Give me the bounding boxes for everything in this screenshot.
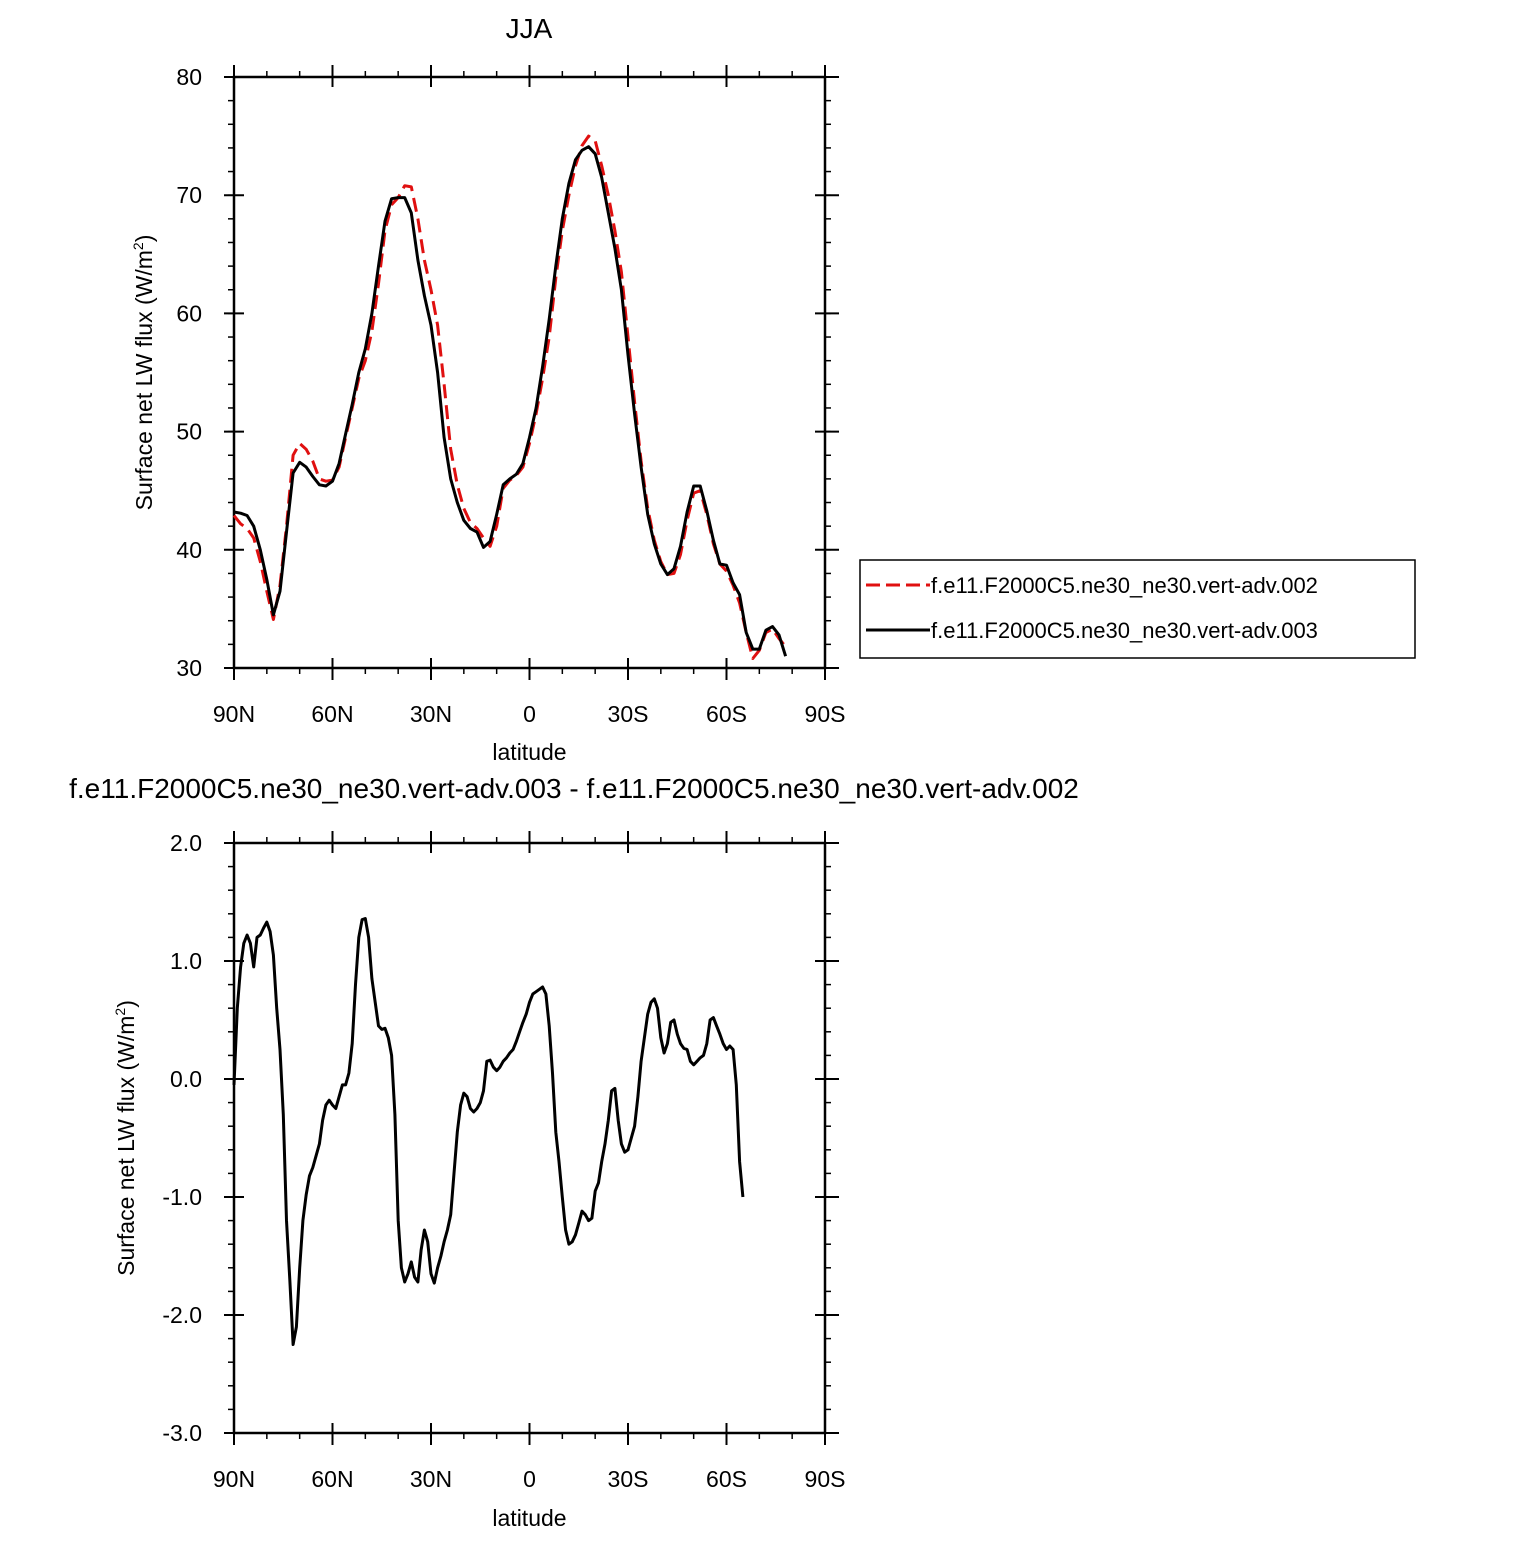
y-tick-label: 2.0 <box>170 830 202 856</box>
x-tick-label: 30S <box>608 1466 649 1492</box>
x-tick-label: 90N <box>213 701 255 727</box>
y-tick-label: 80 <box>176 64 202 90</box>
y-tick-label: -1.0 <box>162 1184 202 1210</box>
legend: f.e11.F2000C5.ne30_ne30.vert-adv.002 f.e1… <box>859 559 1416 659</box>
x-axis-label: latitude <box>492 739 566 765</box>
x-tick-label: 30S <box>608 701 649 727</box>
chart-title: f.e11.F2000C5.ne30_ne30.vert-adv.003 - f… <box>69 773 1079 804</box>
x-tick-label: 90S <box>805 701 846 727</box>
y-tick-label: -3.0 <box>162 1420 202 1446</box>
x-tick-label: 0 <box>523 701 536 727</box>
legend-box <box>859 559 1416 659</box>
y-tick-label: 60 <box>176 300 202 326</box>
legend-entry: f.e11.F2000C5.ne30_ne30.vert-adv.003 <box>931 618 1318 643</box>
x-axis-label: latitude <box>492 1505 566 1531</box>
top-panel: JJA 30 40 50 60 70 80 90N 60N 30N 0 30S 60S 90S latitu… <box>130 13 845 765</box>
y-tick-label: -2.0 <box>162 1302 202 1328</box>
series-line-1 <box>232 917 745 1346</box>
x-tick-label: 30N <box>410 1466 452 1492</box>
chart-title: JJA <box>506 13 553 44</box>
y-tick-label: 30 <box>176 655 202 681</box>
x-tick-label: 60N <box>311 701 353 727</box>
x-tick-label: 90S <box>805 1466 846 1492</box>
plot-frame <box>232 841 827 1435</box>
y-tick-label: 50 <box>176 419 202 445</box>
y-tick-label: 0.0 <box>170 1066 202 1092</box>
bottom-panel: f.e11.F2000C5.ne30_ne30.vert-adv.003 - f… <box>69 773 1079 1531</box>
legend-entry: f.e11.F2000C5.ne30_ne30.vert-adv.002 <box>931 573 1318 598</box>
plot-frame <box>232 75 827 670</box>
x-tick-label: 60S <box>706 1466 747 1492</box>
y-tick-label: 40 <box>176 537 202 563</box>
x-tick-label: 90N <box>213 1466 255 1492</box>
series-line-2 <box>233 145 788 657</box>
y-tick-label: 70 <box>176 182 202 208</box>
y-axis-label: Surface net LW flux (W/m2) <box>130 235 157 511</box>
y-tick-label: 1.0 <box>170 948 202 974</box>
x-tick-label: 0 <box>523 1466 536 1492</box>
y-axis-label: Surface net LW flux (W/m2) <box>112 1000 139 1276</box>
x-tick-label: 30N <box>410 701 452 727</box>
x-tick-label: 60S <box>706 701 747 727</box>
series-line-1 <box>232 134 787 660</box>
x-tick-label: 60N <box>311 1466 353 1492</box>
